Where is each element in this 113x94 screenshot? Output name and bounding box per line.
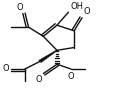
Text: O: O	[67, 72, 73, 81]
Text: OH: OH	[70, 2, 83, 11]
Text: O: O	[82, 7, 89, 16]
Text: O: O	[35, 75, 42, 84]
Polygon shape	[38, 50, 57, 63]
Text: O: O	[16, 3, 23, 12]
Text: O: O	[2, 64, 9, 73]
